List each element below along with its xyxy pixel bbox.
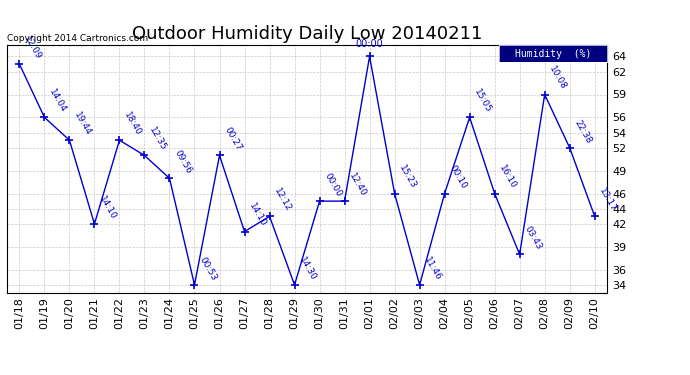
Text: 00:00: 00:00 [322, 171, 343, 198]
Text: 12:12: 12:12 [273, 187, 293, 214]
Text: 00:53: 00:53 [197, 255, 218, 282]
Text: 14:10: 14:10 [97, 194, 118, 221]
Text: 09:56: 09:56 [172, 148, 193, 176]
Text: 14:30: 14:30 [297, 255, 318, 282]
Text: 14:10: 14:10 [247, 202, 268, 229]
Text: 11:46: 11:46 [422, 255, 443, 282]
Text: 00:10: 00:10 [447, 164, 468, 191]
Text: 22:38: 22:38 [573, 118, 593, 145]
Text: 14:04: 14:04 [47, 88, 68, 115]
Text: 12:40: 12:40 [347, 172, 368, 198]
Text: 15:05: 15:05 [473, 88, 493, 115]
Text: 19:44: 19:44 [72, 111, 93, 137]
Text: 18:40: 18:40 [122, 111, 143, 137]
Title: Outdoor Humidity Daily Low 20140211: Outdoor Humidity Daily Low 20140211 [132, 26, 482, 44]
Text: 00:00: 00:00 [356, 39, 384, 50]
Text: 12:35: 12:35 [147, 126, 168, 153]
Text: 13:17: 13:17 [598, 187, 618, 214]
Text: 15:23: 15:23 [397, 164, 418, 191]
Text: Copyright 2014 Cartronics.com: Copyright 2014 Cartronics.com [7, 33, 148, 42]
Text: 12:09: 12:09 [22, 34, 43, 61]
Text: 16:10: 16:10 [497, 164, 518, 191]
Text: 03:43: 03:43 [522, 225, 543, 252]
Text: 00:27: 00:27 [222, 126, 243, 153]
Text: 10:08: 10:08 [547, 65, 568, 92]
